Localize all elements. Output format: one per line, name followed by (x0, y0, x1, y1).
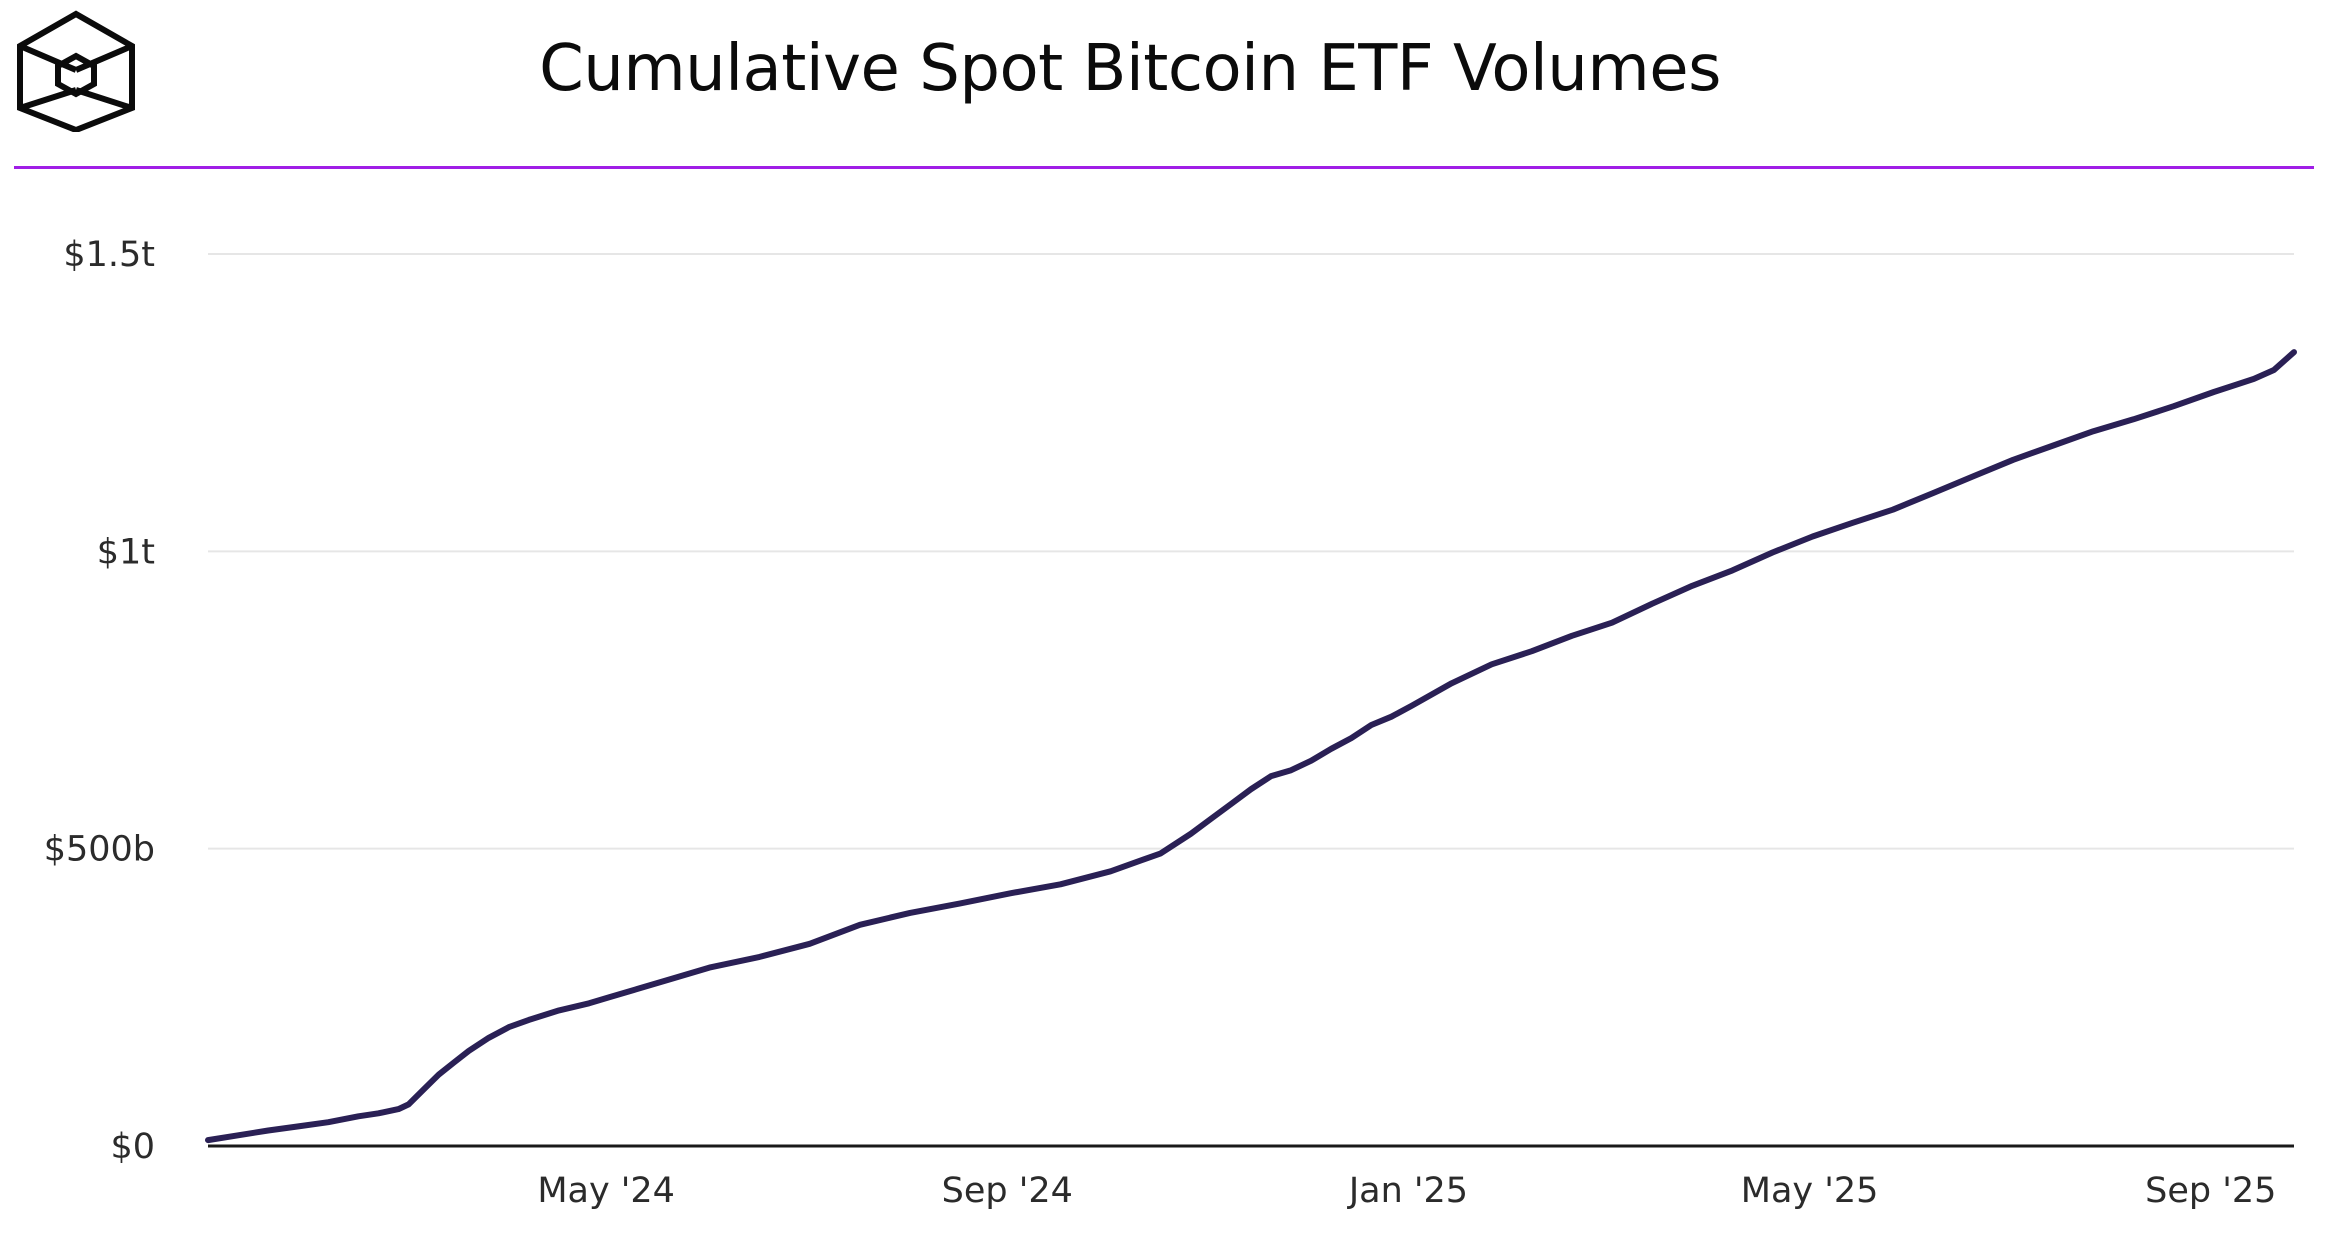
line-chart: $0$500b$1t$1.5t May '24 Sep '24 Jan '25 May… (44, 235, 2297, 1211)
x-tick-label: Jan '25 (1347, 1171, 1468, 1211)
x-tick-label: Sep '25 (2145, 1171, 2276, 1211)
x-tick-label: May '24 (537, 1171, 675, 1211)
x-tick-label: Sep '24 (942, 1171, 1073, 1211)
cube-logo-icon (17, 10, 135, 132)
grid-lines (208, 253, 2294, 850)
y-tick-label: $1t (97, 532, 155, 572)
y-axis-ticks: $0 $500b $1t $1.5t (44, 235, 155, 1167)
y-tick-label: $0 (110, 1127, 155, 1167)
x-tick-label: May '25 (1741, 1171, 1879, 1211)
chart-header: Cumulative Spot Bitcoin ETF Volumes (0, 0, 2326, 170)
y-tick-label: $500b (44, 830, 155, 870)
chart-title: Cumulative Spot Bitcoin ETF Volumes (539, 32, 1721, 106)
series-line-cumulative-volume (205, 349, 2297, 1144)
y-tick-label: $1.5t (63, 235, 155, 275)
header-divider (14, 166, 2314, 169)
x-axis-ticks: May '24 Sep '24 Jan '25 May '25 Sep '25 (537, 1171, 2276, 1211)
